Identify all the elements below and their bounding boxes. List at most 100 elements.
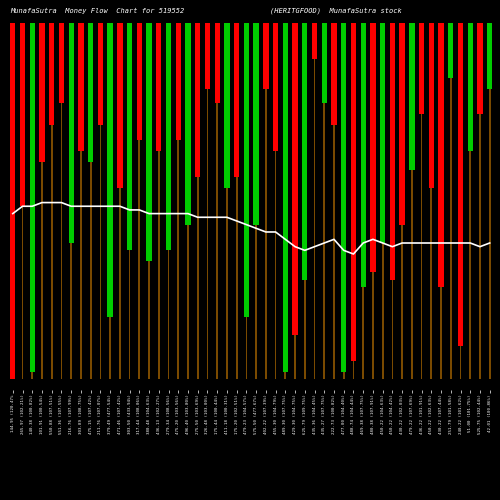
Bar bbox=[428, 22, 434, 188]
Bar bbox=[205, 22, 210, 88]
Bar bbox=[400, 22, 405, 224]
Bar bbox=[49, 22, 54, 126]
Bar bbox=[100, 22, 102, 379]
Bar bbox=[487, 22, 492, 88]
Bar bbox=[90, 22, 92, 379]
Bar bbox=[430, 22, 432, 379]
Bar bbox=[312, 22, 317, 59]
Bar bbox=[244, 22, 249, 316]
Bar bbox=[372, 22, 374, 379]
Bar bbox=[409, 22, 414, 170]
Bar bbox=[273, 22, 278, 151]
Bar bbox=[197, 22, 198, 379]
Bar bbox=[322, 22, 327, 103]
Bar bbox=[51, 22, 52, 379]
Bar bbox=[333, 22, 335, 379]
Bar bbox=[80, 22, 82, 379]
Bar bbox=[294, 22, 296, 379]
Bar bbox=[341, 22, 346, 372]
Bar bbox=[324, 22, 325, 379]
Bar bbox=[343, 22, 344, 379]
Bar bbox=[255, 22, 257, 379]
Bar bbox=[119, 22, 120, 379]
Bar bbox=[117, 22, 122, 188]
Text: (HERITGFOOD)  MunafaSutra stock: (HERITGFOOD) MunafaSutra stock bbox=[270, 8, 402, 14]
Bar bbox=[236, 22, 238, 379]
Bar bbox=[148, 22, 150, 379]
Bar bbox=[450, 22, 452, 379]
Bar bbox=[158, 22, 160, 379]
Bar bbox=[284, 22, 286, 379]
Bar bbox=[214, 22, 220, 103]
Bar bbox=[292, 22, 298, 335]
Bar bbox=[360, 22, 366, 287]
Bar bbox=[304, 22, 306, 379]
Bar bbox=[30, 22, 35, 372]
Bar bbox=[127, 22, 132, 250]
Bar bbox=[226, 22, 228, 379]
Bar bbox=[216, 22, 218, 379]
Bar bbox=[176, 22, 181, 140]
Bar bbox=[411, 22, 412, 379]
Bar bbox=[224, 22, 230, 188]
Bar bbox=[470, 22, 471, 379]
Bar bbox=[274, 22, 276, 379]
Bar bbox=[32, 22, 33, 379]
Bar bbox=[78, 22, 84, 151]
Bar bbox=[370, 22, 376, 272]
Bar bbox=[234, 22, 239, 177]
Bar bbox=[146, 22, 152, 262]
Bar bbox=[168, 22, 170, 379]
Bar bbox=[351, 22, 356, 360]
Bar bbox=[440, 22, 442, 379]
Bar bbox=[70, 22, 72, 379]
Bar bbox=[187, 22, 189, 379]
Bar bbox=[10, 22, 16, 379]
Bar bbox=[390, 22, 395, 280]
Bar bbox=[438, 22, 444, 287]
Bar bbox=[362, 22, 364, 379]
Bar bbox=[332, 22, 336, 126]
Bar bbox=[254, 22, 259, 224]
Bar bbox=[468, 22, 473, 151]
Bar bbox=[420, 22, 422, 379]
Bar bbox=[282, 22, 288, 372]
Bar bbox=[128, 22, 130, 379]
Bar bbox=[380, 22, 386, 243]
Bar bbox=[478, 22, 482, 114]
Bar bbox=[178, 22, 179, 379]
Bar bbox=[419, 22, 424, 114]
Bar bbox=[448, 22, 454, 78]
Bar bbox=[479, 22, 481, 379]
Bar bbox=[41, 22, 43, 379]
Bar bbox=[195, 22, 200, 177]
Bar bbox=[156, 22, 162, 151]
Bar bbox=[206, 22, 208, 379]
Text: MunafaSutra  Money Flow  Chart for 519552: MunafaSutra Money Flow Chart for 519552 bbox=[10, 8, 184, 14]
Bar bbox=[98, 22, 103, 126]
Bar bbox=[458, 22, 463, 346]
Bar bbox=[352, 22, 354, 379]
Bar bbox=[108, 22, 113, 316]
Bar bbox=[138, 22, 140, 379]
Bar bbox=[263, 22, 268, 88]
Bar bbox=[382, 22, 384, 379]
Bar bbox=[20, 22, 25, 206]
Bar bbox=[68, 22, 74, 243]
Bar bbox=[460, 22, 462, 379]
Bar bbox=[489, 22, 490, 379]
Bar bbox=[246, 22, 248, 379]
Bar bbox=[60, 22, 62, 379]
Bar bbox=[40, 22, 44, 162]
Bar bbox=[401, 22, 403, 379]
Bar bbox=[392, 22, 394, 379]
Bar bbox=[302, 22, 308, 280]
Bar bbox=[314, 22, 316, 379]
Bar bbox=[59, 22, 64, 103]
Bar bbox=[88, 22, 94, 162]
Bar bbox=[265, 22, 266, 379]
Bar bbox=[136, 22, 142, 140]
Bar bbox=[109, 22, 111, 379]
Bar bbox=[166, 22, 171, 250]
Bar bbox=[12, 22, 14, 379]
